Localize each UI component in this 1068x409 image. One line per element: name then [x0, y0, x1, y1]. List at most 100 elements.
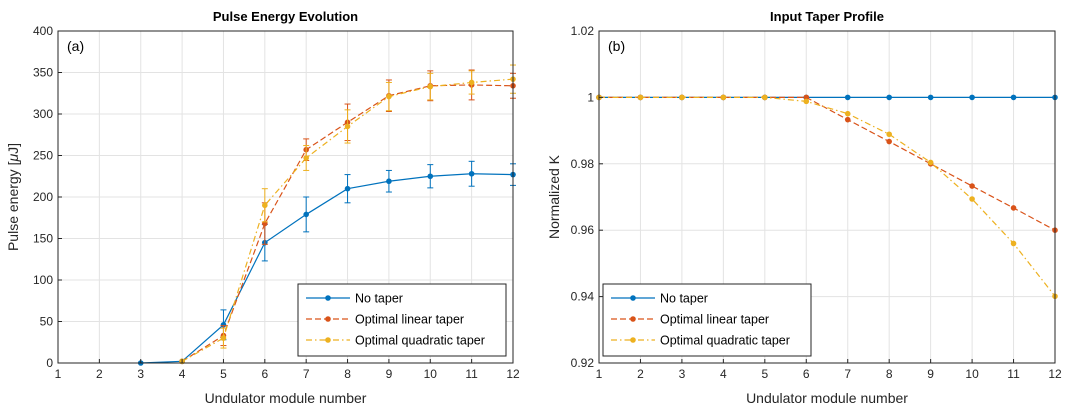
y-tick-label: 0	[46, 356, 53, 370]
y-axis-label-part: J]	[5, 143, 21, 154]
legend-swatch-marker	[325, 316, 331, 322]
x-tick-label: 12	[1048, 367, 1062, 381]
data-point	[927, 94, 934, 101]
chart-title: Input Taper Profile	[770, 9, 884, 24]
x-tick-label: 9	[927, 367, 934, 381]
series-line	[599, 96, 1056, 297]
chart-panel-a: 1 2 3 4 5 6 7 8 9 10 11 12050100150200250300350400P…	[5, 9, 520, 406]
y-tick-label: 0.96	[571, 223, 595, 237]
y-axis-label-part: μ	[5, 154, 21, 163]
y-tick-label: 400	[33, 24, 53, 38]
data-point	[220, 322, 227, 328]
x-tick-label: 7	[303, 367, 310, 381]
legend-label: Optimal quadratic taper	[660, 334, 790, 348]
y-tick-label: 350	[33, 66, 53, 80]
y-tick-label: 0.94	[571, 290, 595, 304]
legend-swatch-marker	[630, 337, 636, 343]
data-point	[1010, 94, 1017, 101]
legend: No taper Optimal linear taper Optimal quad…	[602, 283, 812, 357]
axes-frame	[598, 30, 1056, 364]
data-point	[844, 116, 851, 123]
data-point	[344, 123, 351, 130]
chart-title: Pulse Energy Evolution	[213, 9, 358, 24]
legend-swatch-marker	[325, 337, 331, 343]
series-2	[596, 94, 1058, 300]
x-axis-label: Undulator module number	[205, 390, 367, 406]
x-tick-label: 4	[720, 367, 727, 381]
chart-panel-b: 1 2 3 4 5 6 7 8 9 10 11 120.920.940.960.9811.02Inpu…	[546, 9, 1062, 406]
x-tick-label: 1	[596, 367, 603, 381]
x-tick-label: 3	[137, 367, 144, 381]
legend-swatch-marker	[630, 295, 636, 301]
x-tick-label: 7	[844, 367, 851, 381]
data-point	[344, 185, 351, 192]
x-tick-label: 11	[465, 367, 478, 381]
legend-label: No taper	[355, 292, 403, 306]
x-tick-label: 6	[261, 367, 268, 381]
x-tick-label: 8	[886, 367, 893, 381]
data-point	[886, 94, 892, 101]
x-tick-label: 8	[344, 367, 351, 381]
data-point	[1010, 205, 1017, 211]
y-tick-label: 1	[587, 90, 594, 104]
data-point	[427, 173, 434, 180]
data-point	[844, 94, 851, 101]
data-point	[1010, 240, 1017, 247]
x-tick-label: 11	[1007, 367, 1020, 381]
legend-label: Optimal linear taper	[660, 313, 769, 327]
y-tick-label: 100	[33, 273, 53, 287]
series-line	[599, 96, 1056, 231]
data-point	[886, 131, 892, 138]
data-point	[303, 211, 309, 218]
data-point	[969, 196, 975, 202]
x-tick-label: 10	[965, 367, 979, 381]
legend-label: Optimal quadratic taper	[355, 334, 485, 348]
data-point	[927, 159, 934, 166]
panel-label: (a)	[67, 38, 84, 54]
data-point	[969, 94, 975, 101]
x-tick-label: 12	[506, 367, 520, 381]
x-tick-label: 3	[679, 367, 686, 381]
x-tick-label: 5	[761, 367, 768, 381]
legend-box	[602, 283, 812, 357]
legend-swatch-marker	[325, 295, 331, 301]
y-axis-label: Pulse energy [μJ]	[5, 143, 21, 251]
data-point	[220, 335, 227, 341]
data-point	[303, 155, 309, 161]
x-tick-label: 5	[220, 367, 227, 381]
legend-swatch-marker	[630, 316, 636, 322]
y-tick-label: 250	[33, 149, 53, 163]
data-point	[762, 94, 768, 101]
data-point	[679, 94, 685, 101]
y-tick-label: 1.02	[571, 24, 595, 38]
y-tick-label: 300	[33, 107, 53, 121]
y-axis-label-part: Normalized K	[546, 154, 562, 239]
data-point	[886, 138, 892, 145]
data-point	[803, 94, 810, 101]
data-point	[468, 79, 475, 86]
y-tick-label: 0.98	[571, 157, 595, 171]
x-tick-label: 9	[386, 367, 393, 381]
data-point	[969, 183, 975, 189]
x-tick-label: 2	[96, 367, 103, 381]
y-tick-label: 50	[40, 315, 54, 329]
x-tick-label: 6	[803, 367, 810, 381]
legend-label: No taper	[660, 292, 708, 306]
data-point	[427, 83, 434, 90]
data-point	[468, 170, 475, 177]
x-tick-label: 2	[637, 367, 644, 381]
data-point	[844, 110, 851, 117]
legend: No taper Optimal linear taper Optimal quad…	[297, 283, 507, 357]
y-axis-label: Normalized K	[546, 154, 562, 239]
data-point	[720, 94, 727, 101]
data-point	[803, 98, 810, 105]
legend-label: Optimal linear taper	[355, 313, 464, 327]
y-axis-label-part: Pulse energy [	[5, 161, 21, 251]
y-tick-label: 150	[33, 232, 53, 246]
data-point	[386, 93, 392, 100]
series-line	[140, 173, 514, 364]
legend-box	[297, 283, 507, 357]
x-axis-label: Undulator module number	[746, 390, 908, 406]
x-tick-label: 4	[179, 367, 186, 381]
